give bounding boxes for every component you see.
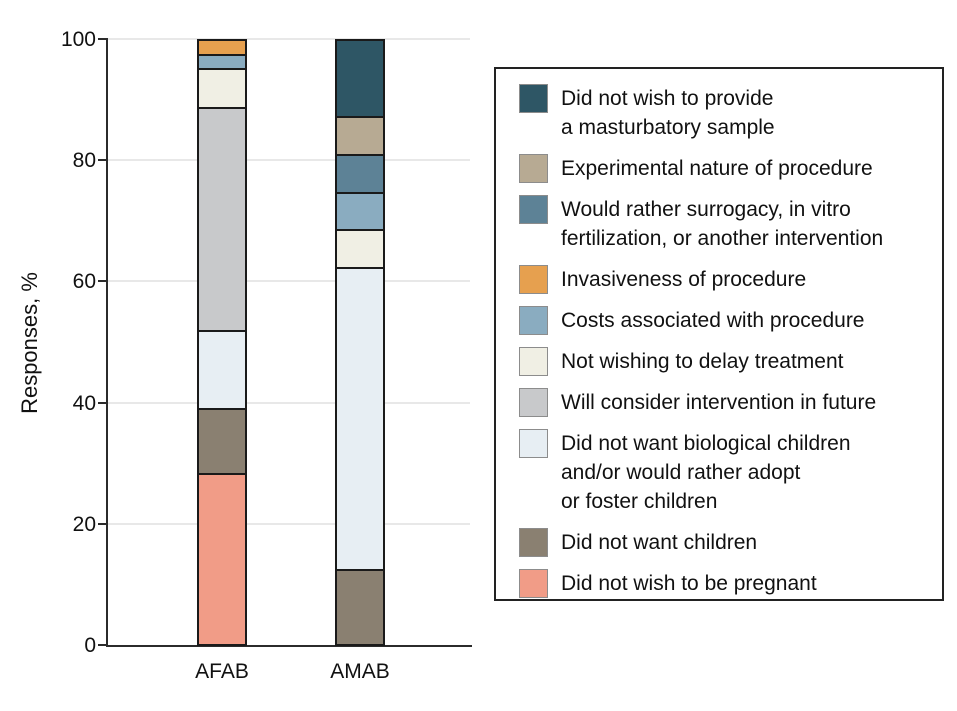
legend-label-biological: Did not want biological children and/or … [561,432,851,513]
legend-swatch-invasiveness [519,265,548,294]
bar-segment-biological [337,267,383,569]
legend-label-costs: Costs associated with procedure [561,309,865,332]
y-tick-mark-40 [98,401,106,404]
gridline-60 [108,280,470,283]
gridline-40 [108,401,470,404]
legend-item-experimental: Experimental nature of procedure [519,154,928,183]
legend-label-masturbatory: Did not wish to provide a masturbatory s… [561,87,775,139]
legend-item-surrogacy: Would rather surrogacy, in vitro fertili… [519,195,928,253]
legend-label-surrogacy: Would rather surrogacy, in vitro fertili… [561,198,884,250]
legend-swatch-delay [519,347,548,376]
bar-segment-children [337,568,383,644]
legend-item-invasiveness: Invasiveness of procedure [519,265,928,294]
legend-label-pregnant: Did not wish to be pregnant [561,572,817,595]
bar-segment-costs [199,54,245,68]
legend-item-children: Did not want children [519,528,928,557]
y-tick-mark-60 [98,280,106,283]
y-tick-mark-100 [98,38,106,40]
y-tick-mark-0 [98,644,106,646]
y-tick-mark-20 [98,522,106,525]
bar-segment-pregnant [199,473,245,644]
bar-segment-surrogacy [337,154,383,192]
x-axis-label-amab: AMAB [330,660,390,683]
bar-segment-children [199,407,245,474]
legend-item-masturbatory: Did not wish to provide a masturbatory s… [519,84,928,142]
bar-segment-costs [337,191,383,230]
y-axis-line [106,38,108,647]
bar-segment-experimental [337,116,383,155]
legend-swatch-surrogacy [519,195,548,224]
legend-item-delay: Not wishing to delay treatment [519,347,928,376]
bar-segment-invasiveness [199,41,245,55]
legend-item-biological: Did not want biological children and/or … [519,429,928,516]
legend-label-delay: Not wishing to delay treatment [561,350,844,373]
plot-area [108,38,470,647]
legend-swatch-children [519,528,548,557]
legend-box: Did not wish to provide a masturbatory s… [494,67,944,601]
bar-amab [335,39,385,646]
y-tick-label-0: 0 [84,634,96,657]
y-tick-label-40: 40 [72,391,96,415]
legend-swatch-pregnant [519,569,548,598]
legend-label-children: Did not want children [561,531,758,554]
legend-item-future: Will consider intervention in future [519,388,928,417]
gridline-80 [108,159,470,162]
legend-item-pregnant: Did not wish to be pregnant [519,569,928,598]
bar-segment-masturbatory [337,41,383,117]
y-tick-label-80: 80 [72,149,96,173]
legend-swatch-biological [519,429,548,458]
gridline-20 [108,522,470,525]
legend-swatch-costs [519,306,548,335]
bar-segment-biological [199,329,245,408]
legend-label-future: Will consider intervention in future [561,391,877,414]
legend-label-invasiveness: Invasiveness of procedure [561,268,807,291]
bar-afab [197,39,247,646]
bar-segment-delay [337,229,383,268]
bar-segment-future [199,106,245,330]
legend-swatch-masturbatory [519,84,548,113]
gridline-100 [108,38,470,40]
legend-item-costs: Costs associated with procedure [519,306,928,335]
bar-segment-delay [199,67,245,107]
y-tick-label-60: 60 [72,270,96,294]
x-axis-label-afab: AFAB [195,660,249,683]
y-tick-mark-80 [98,159,106,162]
y-tick-label-100: 100 [60,28,96,51]
legend-swatch-experimental [519,154,548,183]
legend-label-experimental: Experimental nature of procedure [561,157,873,180]
legend-swatch-future [519,388,548,417]
x-axis-line [106,645,472,647]
y-tick-label-20: 20 [72,512,96,536]
